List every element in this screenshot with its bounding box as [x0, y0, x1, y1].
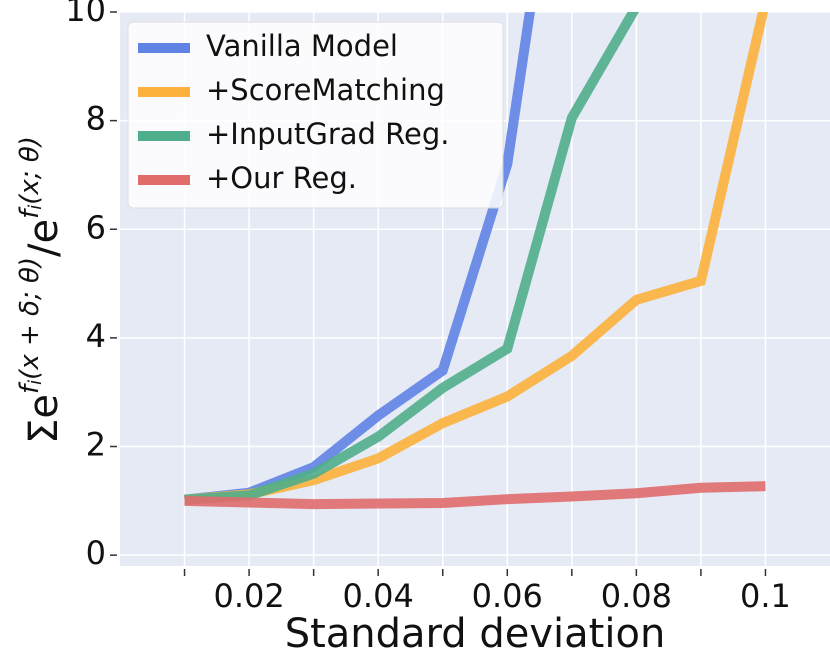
y-tick-label: 10 [65, 0, 106, 29]
y-tick-label: 0 [86, 534, 106, 572]
series-line [184, 481, 766, 510]
x-axis-label: Standard deviation [285, 611, 666, 655]
x-tick-label: 0.08 [601, 577, 672, 615]
y-label-part: i [25, 205, 46, 210]
lines [184, 12, 769, 510]
y-tick-label: 8 [86, 100, 106, 138]
x-tick-label: 0.04 [343, 577, 414, 615]
y-label-part: /e [21, 219, 67, 257]
y-tick-label: 4 [86, 317, 106, 355]
y-label-part: (x + δ; θ) [15, 257, 45, 380]
y-label-part: Σe [21, 394, 67, 444]
legend-label: +Our Reg. [206, 161, 357, 195]
legend: Vanilla Model +ScoreMatching +InputGrad Re… [127, 21, 504, 209]
legend-box [127, 21, 504, 209]
series-line [184, 12, 639, 505]
y-tick-label: 6 [86, 208, 106, 246]
y-label-part: (x; θ) [15, 136, 45, 205]
axes: 0 2 4 6 8 10 0.02 0.04 0.06 0.08 0.1 [65, 0, 791, 615]
x-tick-label: 0.02 [213, 577, 284, 615]
y-axis-label: Σefi(x + δ; θ)/efi(x; θ) [15, 136, 68, 444]
legend-label: +ScoreMatching [206, 73, 445, 107]
y-label-part: i [25, 380, 46, 385]
legend-label: Vanilla Model [206, 29, 398, 63]
x-tick-label: 0.1 [740, 577, 791, 615]
legend-label: +InputGrad Reg. [206, 117, 450, 151]
y-tick-label: 2 [86, 426, 106, 464]
x-tick-label: 0.06 [472, 577, 543, 615]
